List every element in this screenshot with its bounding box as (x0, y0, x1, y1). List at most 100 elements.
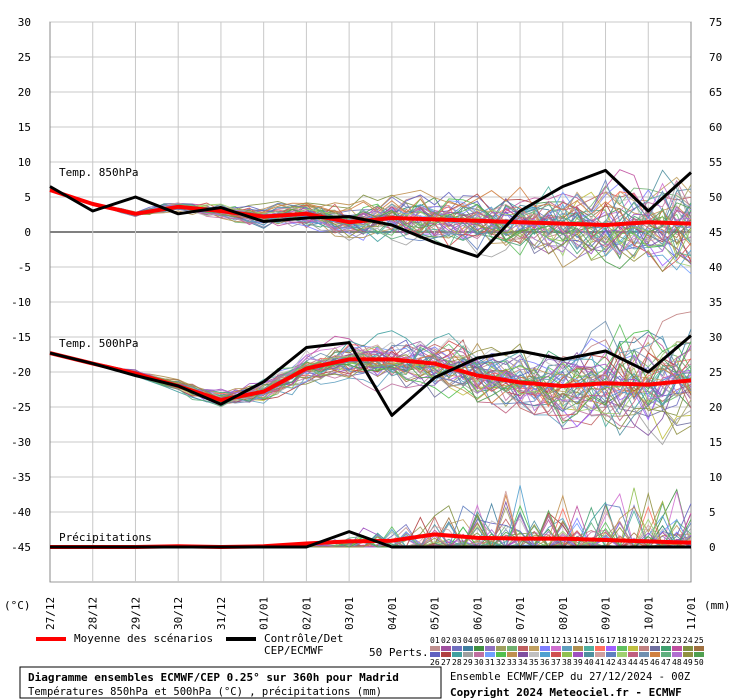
ensemble-member-line (49, 342, 692, 400)
panel-label-precip: Précipitations (59, 531, 152, 544)
member-swatch (485, 646, 495, 651)
member-number: 25 (694, 636, 704, 645)
legend-control-label-2: CEP/ECMWF (264, 644, 324, 657)
chart-title: Diagramme ensembles ECMWF/CEP 0.25° sur … (28, 671, 399, 684)
y-left-tick: 0 (24, 226, 31, 239)
member-swatch (430, 652, 440, 657)
y-left-tick: -40 (11, 506, 31, 519)
member-swatch (562, 652, 572, 657)
y-right-tick: 35 (709, 296, 722, 309)
control-precip-line (50, 530, 691, 549)
member-legend: 01 02 03 04 05 06 07 08 09 10 11 12 13 14 15 16 17 18 19 20… (430, 636, 704, 667)
x-tick: 08/01 (557, 597, 570, 630)
member-number: 40 (584, 658, 594, 667)
member-number: 08 (507, 636, 517, 645)
y-right-tick: 0 (709, 541, 716, 554)
x-tick: 06/01 (471, 597, 484, 630)
copyright: Copyright 2024 Meteociel.fr - ECMWF (450, 686, 682, 699)
y-left-tick: 5 (24, 191, 31, 204)
member-swatch (518, 646, 528, 651)
y-left-tick: -10 (11, 296, 31, 309)
member-swatch (441, 646, 451, 651)
member-swatch (650, 652, 660, 657)
member-number: 13 (562, 636, 572, 645)
member-swatch (694, 652, 704, 657)
x-tick: 27/12 (44, 597, 57, 630)
y-right-tick: 10 (709, 471, 722, 484)
member-number: 01 (430, 636, 440, 645)
member-swatch (463, 646, 473, 651)
member-swatch (452, 646, 462, 651)
member-number: 28 (452, 658, 462, 667)
member-swatch (485, 652, 495, 657)
member-number: 11 (540, 636, 550, 645)
y-right-tick: 30 (709, 331, 722, 344)
y-right-tick: 40 (709, 261, 722, 274)
ensemble-member-line (49, 330, 692, 411)
member-number: 04 (463, 636, 473, 645)
x-tick: 03/01 (343, 597, 356, 630)
y-left-tick: 15 (18, 121, 31, 134)
grid (49, 21, 692, 583)
x-tick: 09/01 (600, 597, 613, 630)
member-swatch (463, 652, 473, 657)
member-swatch (529, 652, 539, 657)
member-number: 10 (529, 636, 539, 645)
member-number: 33 (507, 658, 517, 667)
member-number: 50 (694, 658, 704, 667)
x-tick: 11/01 (685, 597, 698, 630)
chart-subtitle: Températures 850hPa et 500hPa (°C) , pré… (28, 686, 382, 698)
y-left-tick: -30 (11, 436, 31, 449)
member-swatch (540, 652, 550, 657)
member-swatch (617, 646, 627, 651)
member-number: 43 (617, 658, 627, 667)
member-number: 29 (463, 658, 473, 667)
x-tick: 04/01 (386, 597, 399, 630)
member-swatch (617, 652, 627, 657)
legend-perts-label: 50 Perts. (369, 646, 429, 659)
member-number: 07 (496, 636, 506, 645)
member-number: 17 (606, 636, 616, 645)
member-number: 21 (650, 636, 660, 645)
member-number: 47 (661, 658, 671, 667)
member-swatch (573, 652, 583, 657)
y-left-tick: 20 (18, 86, 31, 99)
member-swatch (452, 652, 462, 657)
y-right-tick: 25 (709, 366, 722, 379)
y-left-tick: 10 (18, 156, 31, 169)
control-t500-line (49, 334, 692, 417)
legend-control-label-1: Contrôle/Det (264, 632, 343, 645)
y-left-tick: -45 (11, 541, 31, 554)
y-right-tick: 65 (709, 86, 722, 99)
x-tick: 31/12 (215, 597, 228, 630)
member-number: 32 (496, 658, 506, 667)
member-number: 20 (639, 636, 649, 645)
member-number: 38 (562, 658, 572, 667)
member-swatch (661, 652, 671, 657)
control-t850-line (49, 168, 693, 258)
y-right-tick: 45 (709, 226, 722, 239)
y-right-tick: 60 (709, 121, 722, 134)
y-right-tick: 75 (709, 16, 722, 29)
member-number: 36 (540, 658, 550, 667)
y-left-tick: -5 (18, 261, 31, 274)
member-swatch (606, 652, 616, 657)
member-swatch (573, 646, 583, 651)
x-tick: 01/01 (258, 597, 271, 630)
member-number: 44 (628, 658, 638, 667)
member-swatch (529, 646, 539, 651)
right-unit-label: (mm) (704, 599, 731, 612)
y-right-tick: 20 (709, 401, 722, 414)
member-swatch (518, 652, 528, 657)
y-right-tick: 70 (709, 51, 722, 64)
member-swatch (584, 646, 594, 651)
member-number: 45 (639, 658, 649, 667)
x-tick: 29/12 (129, 597, 142, 630)
member-swatch (639, 652, 649, 657)
member-number: 19 (628, 636, 638, 645)
axis-ticks: 302520151050-5-10-15-20-25-30-35-40-4575… (11, 16, 722, 630)
title-box (19, 666, 442, 699)
member-swatch (606, 646, 616, 651)
member-number: 37 (551, 658, 561, 667)
ensemble-member-line (49, 343, 692, 435)
